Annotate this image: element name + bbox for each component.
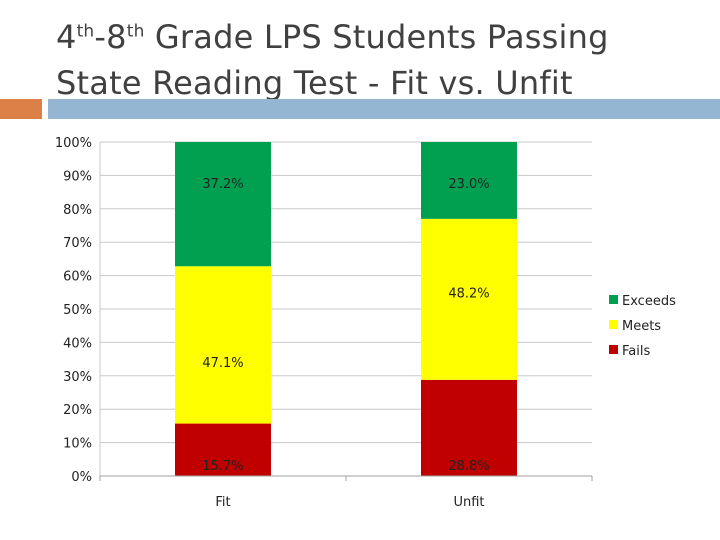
x-axis: Fit Unfit — [99, 475, 593, 510]
bar-segment-exceeds — [175, 142, 271, 267]
y-tick-label: 50% — [63, 303, 92, 318]
title-superscript-1: th — [76, 21, 95, 42]
title-rule-gap — [42, 99, 48, 119]
data-label-fails: 28.8% — [448, 459, 489, 474]
y-tick-label: 90% — [63, 169, 92, 184]
bar-segment-fails — [175, 423, 271, 476]
slide-title: 4th-8th Grade LPS Students Passing State… — [56, 14, 696, 106]
bar-segment-meets — [421, 218, 517, 380]
chart-legend: Exceeds Meets Fails — [609, 294, 676, 359]
bar-segment-meets — [175, 266, 271, 424]
title-superscript-2: th — [126, 21, 145, 42]
data-label-exceeds: 37.2% — [202, 177, 243, 192]
legend-swatch-meets — [609, 320, 618, 329]
y-tick-label: 10% — [63, 437, 92, 452]
chart-bars — [175, 142, 517, 476]
data-label-fails: 15.7% — [202, 459, 243, 474]
data-label-exceeds: 23.0% — [448, 177, 489, 192]
data-label-meets: 48.2% — [448, 286, 489, 301]
bar-segment-exceeds — [421, 142, 517, 219]
data-label-meets: 47.1% — [202, 356, 243, 371]
title-rule-bar — [42, 99, 720, 119]
data-labels: 15.7% 47.1% 37.2% 28.8% 48.2% 23.0% — [202, 177, 489, 474]
legend-label-exceeds: Exceeds — [622, 294, 676, 309]
y-tick-label: 20% — [63, 403, 92, 418]
y-tick-label: 0% — [71, 470, 92, 485]
legend-label-meets: Meets — [622, 319, 661, 334]
y-axis: 0% 10% 20% 30% 40% 50% 60% 70% 80% 90% 100% — [55, 136, 101, 485]
y-tick-label: 30% — [63, 370, 92, 385]
title-grade-start: 4 — [56, 18, 77, 56]
bar-segment-fails — [421, 379, 517, 476]
title-line1-text: Grade LPS Students Passing — [144, 18, 609, 56]
y-tick-label: 80% — [63, 203, 92, 218]
legend-swatch-fails — [609, 345, 618, 354]
title-line1: 4th-8th Grade LPS Students Passing — [56, 18, 609, 56]
title-line2: State Reading Test - Fit vs. Unfit — [56, 64, 573, 102]
stacked-bar-chart: 0% 10% 20% 30% 40% 50% 60% 70% 80% 90% 100% 15.7% 4… — [55, 136, 676, 510]
title-grade-end: -8 — [94, 18, 127, 56]
y-tick-label: 100% — [55, 136, 92, 151]
y-tick-label: 70% — [63, 236, 92, 251]
category-label: Unfit — [453, 495, 484, 510]
y-tick-label: 60% — [63, 270, 92, 285]
legend-swatch-exceeds — [609, 295, 618, 304]
y-tick-label: 40% — [63, 336, 92, 351]
legend-label-fails: Fails — [622, 344, 650, 359]
chart-gridlines — [100, 141, 592, 477]
category-label: Fit — [215, 495, 230, 510]
title-rule-accent — [0, 99, 42, 119]
